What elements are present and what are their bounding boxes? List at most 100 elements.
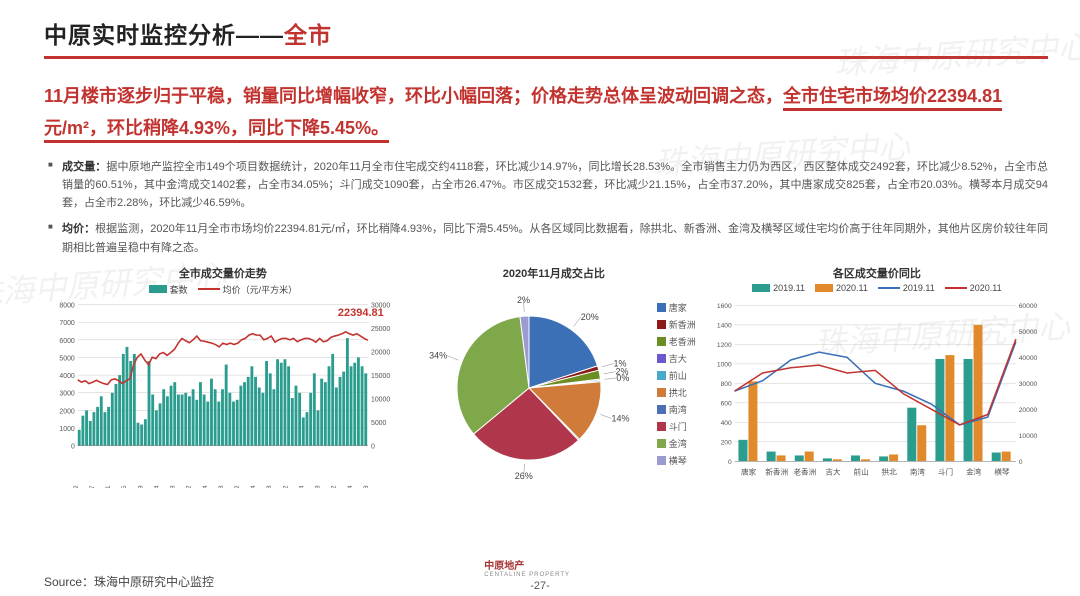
chart-title: 2020年11月成交占比	[414, 265, 694, 281]
svg-text:0: 0	[1019, 459, 1023, 466]
svg-text:2%: 2%	[517, 295, 530, 305]
pie-legend-item: 金湾	[657, 437, 696, 450]
chart-svg: 0100020003000400050006000700080000500010…	[44, 298, 402, 488]
svg-text:14%: 14%	[611, 413, 629, 423]
svg-text:5000: 5000	[59, 355, 75, 362]
svg-text:20%: 20%	[581, 312, 599, 322]
title-accent: 全市	[284, 22, 332, 48]
svg-text:25000: 25000	[371, 326, 390, 333]
legend-swatch	[657, 456, 666, 465]
bullet-price: 均价：根据监测，2020年11月全市市场均价22394.81元/㎡，环比稍降4.…	[44, 220, 1048, 256]
legend-label: 横琴	[669, 454, 687, 467]
legend-swatch	[657, 320, 666, 329]
legend-label: 2020.11	[836, 283, 868, 293]
svg-text:1000: 1000	[59, 426, 75, 433]
title-main: 中原实时监控分析——	[44, 22, 284, 48]
bullet-text: 根据监测，2020年11月全市市场均价22394.81元/㎡，环比稍降4.93%…	[62, 223, 1048, 253]
svg-text:4000: 4000	[59, 373, 75, 380]
legend-swatch	[657, 337, 666, 346]
pie-legend-item: 斗门	[657, 420, 696, 433]
legend-item-line: 均价（元/平方米）	[198, 283, 298, 296]
svg-text:50000: 50000	[1019, 329, 1038, 336]
legend-label: 金湾	[669, 437, 687, 450]
pie-legend-item: 拱北	[657, 386, 696, 399]
pie-legend-item: 老香洲	[657, 335, 696, 348]
svg-text:新香洲: 新香洲	[765, 466, 788, 476]
legend-swatch	[198, 288, 220, 290]
svg-text:金湾: 金湾	[966, 466, 982, 476]
source-footer: Source：珠海中原研究中心监控	[44, 573, 214, 590]
pie-legend-item: 南湾	[657, 403, 696, 416]
chart-callout: 22394.81	[338, 307, 384, 319]
svg-text:1400: 1400	[717, 322, 732, 329]
pie-legend: 唐家新香洲老香洲吉大前山拱北南湾斗门金湾横琴	[657, 301, 696, 471]
svg-text:横琴: 横琴	[994, 466, 1010, 476]
legend-swatch	[945, 287, 967, 289]
title-rule	[44, 56, 1048, 59]
legend-swatch	[149, 285, 167, 293]
svg-text:2016.12: 2016.12	[186, 485, 193, 488]
bullet-label: 成交量：	[62, 161, 106, 173]
legend-label: 新香洲	[669, 318, 696, 331]
chart-svg: 20%1%2%0%14%26%34%2%	[414, 283, 694, 483]
svg-text:2018.12: 2018.12	[282, 485, 289, 488]
svg-text:10000: 10000	[371, 396, 390, 403]
svg-text:2017.08: 2017.08	[218, 485, 225, 488]
legend-label: 2019.11	[903, 283, 935, 293]
svg-text:1600: 1600	[717, 303, 732, 310]
legend-label: 斗门	[669, 420, 687, 433]
headline: 11月楼市逐步归于平稳，销量同比增幅收窄，环比小幅回落；价格走势总体呈波动回调之…	[44, 81, 1048, 144]
svg-text:南湾: 南湾	[910, 466, 926, 476]
bullet-volume: 成交量：据中原地产监控全市149个项目数据统计，2020年11月全市住宅成交约4…	[44, 158, 1048, 212]
svg-text:2016.08: 2016.08	[170, 485, 177, 488]
legend-swatch	[657, 439, 666, 448]
legend-label: 唐家	[669, 301, 687, 314]
svg-text:2000: 2000	[59, 408, 75, 415]
legend-item-bars: 套数	[149, 283, 188, 296]
svg-text:斗门: 斗门	[938, 466, 953, 476]
pie-legend-item: 前山	[657, 369, 696, 382]
svg-text:0: 0	[728, 459, 732, 466]
legend-swatch	[657, 422, 666, 431]
svg-text:2017.04: 2017.04	[202, 485, 209, 488]
legend-item: 2019.11	[878, 283, 935, 293]
svg-text:5000: 5000	[371, 420, 387, 427]
pie-legend-item: 新香洲	[657, 318, 696, 331]
svg-text:800: 800	[720, 381, 731, 388]
legend-label: 吉大	[669, 352, 687, 365]
legend-swatch	[657, 354, 666, 363]
legend-item: 2019.11	[752, 283, 805, 293]
legend-label: 拱北	[669, 386, 687, 399]
svg-text:40000: 40000	[1019, 355, 1038, 362]
legend-swatch	[815, 284, 833, 292]
svg-text:2019.08: 2019.08	[315, 485, 322, 488]
svg-text:60000: 60000	[1019, 303, 1038, 310]
svg-text:2018.08: 2018.08	[266, 485, 273, 488]
svg-text:2020.04: 2020.04	[347, 485, 354, 488]
svg-text:0: 0	[371, 443, 375, 450]
pie-legend-item: 唐家	[657, 301, 696, 314]
svg-text:前山: 前山	[853, 466, 868, 476]
svg-text:2017.12: 2017.12	[234, 485, 241, 488]
chart-district-compare: 各区成交量价同比 2019.112020.112019.112020.11 02…	[706, 265, 1048, 497]
svg-text:2015.05: 2015.05	[121, 485, 128, 488]
legend-label: 老香洲	[669, 335, 696, 348]
legend-label: 均价（元/平方米）	[223, 283, 298, 296]
legend-item: 2020.11	[815, 283, 868, 293]
svg-text:8000: 8000	[59, 302, 75, 309]
svg-text:1000: 1000	[717, 361, 732, 368]
svg-text:26%: 26%	[515, 471, 533, 481]
svg-text:0: 0	[71, 443, 75, 450]
brand-logo: 中原地产CENTALINE PROPERTY	[484, 557, 570, 578]
legend-label: 前山	[669, 369, 687, 382]
svg-text:2014.11: 2014.11	[105, 485, 112, 488]
page-title: 中原实时监控分析——全市	[44, 22, 332, 48]
svg-text:唐家: 唐家	[741, 466, 757, 476]
legend-swatch	[752, 284, 770, 292]
bullet-text: 据中原地产监控全市149个项目数据统计，2020年11月全市住宅成交约4118套…	[62, 161, 1048, 209]
svg-text:0%: 0%	[616, 373, 629, 383]
chart-legend: 2019.112020.112019.112020.11	[706, 283, 1048, 293]
svg-text:20000: 20000	[371, 349, 390, 356]
headline-text-1: 11月楼市逐步归于平稳，销量同比增幅收窄，环比小幅回落；价格走势总体呈波动回调之…	[44, 86, 783, 106]
svg-text:吉大: 吉大	[825, 466, 841, 476]
